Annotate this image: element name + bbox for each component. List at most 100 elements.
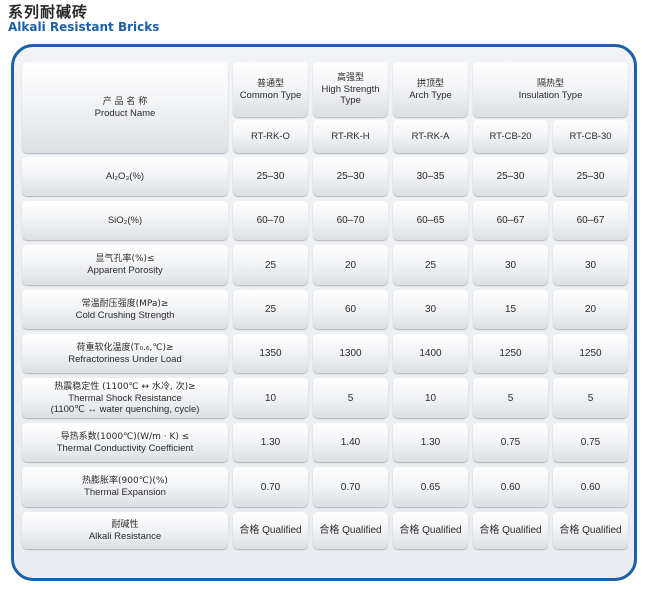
group-label-cn: 高强型 — [336, 73, 364, 83]
row-1-value-4: 25–30 — [473, 157, 548, 196]
cell-value: 10 — [424, 392, 437, 404]
cell-value: 1350 — [259, 348, 282, 359]
row-label-en: Thermal Shock Resistance — [68, 392, 182, 404]
cell-value: 20 — [584, 304, 597, 315]
row-6-value-2: 5 — [313, 378, 388, 418]
row-label-en-2: (1100℃ ↔ water quenching, cycle) — [50, 403, 200, 415]
cell-value: 15 — [504, 304, 517, 315]
row-4-value-1: 25 — [233, 290, 308, 329]
header-code-1: RT-RK-O — [233, 120, 308, 153]
row-6-value-5: 5 — [553, 378, 628, 418]
cell-value: 合格 Qualified — [479, 525, 542, 536]
page-title-en: Alkali Resistant Bricks — [8, 20, 160, 34]
row-2-value-2: 60–70 — [313, 201, 388, 240]
cell-value: 5 — [347, 392, 354, 404]
row-5-value-1: 1350 — [233, 334, 308, 373]
row-label-9: 耐碱性 Alkali Resistance — [22, 512, 228, 549]
cell-value: 0.75 — [580, 437, 601, 448]
cell-value: 合格 Qualified — [239, 525, 302, 536]
header-code-3: RT-RK-A — [393, 120, 468, 153]
row-label-cn: 导热系数(1000℃)(W/m · K) ≤ — [60, 431, 190, 442]
row-label-cn: 荷重软化温度(T₀.₆,℃)≥ — [76, 342, 174, 353]
group-label-cn: 拱顶型 — [416, 78, 444, 89]
row-3-value-4: 30 — [473, 245, 548, 285]
row-8-value-4: 0.60 — [473, 467, 548, 507]
cell-value: 0.70 — [340, 481, 361, 493]
cell-value: 合格 Qualified — [399, 525, 462, 536]
cell-value: 60–67 — [576, 215, 605, 226]
row-label-cn: 热膨胀率(900℃)(%) — [82, 476, 168, 486]
cell-value: 30 — [504, 259, 517, 271]
row-7-value-3: 1.30 — [393, 423, 468, 462]
row-5-value-4: 1250 — [473, 334, 548, 373]
row-label-6: 热震稳定性 (1100℃ ↔ 水冷, 次)≥ Thermal Shock Resi… — [22, 378, 228, 418]
cell-value: 60–67 — [496, 215, 525, 226]
cell-value: 5 — [507, 392, 514, 404]
row-9-value-2: 合格 Qualified — [313, 512, 388, 549]
row-label-en: Apparent Porosity — [87, 265, 163, 276]
row-4-value-2: 60 — [313, 290, 388, 329]
cell-value: 30 — [424, 304, 437, 315]
row-8-value-5: 0.60 — [553, 467, 628, 507]
row-4-value-5: 20 — [553, 290, 628, 329]
cell-value: 1250 — [579, 348, 602, 359]
cell-value: 25 — [264, 259, 277, 271]
cell-value: 25–30 — [256, 171, 285, 182]
cell-value: 0.60 — [580, 481, 601, 493]
row-2-value-5: 60–67 — [553, 201, 628, 240]
cell-value: 25–30 — [576, 171, 605, 182]
row-7-value-4: 0.75 — [473, 423, 548, 462]
row-7-value-2: 1.40 — [313, 423, 388, 462]
row-9-value-1: 合格 Qualified — [233, 512, 308, 549]
row-3-value-3: 25 — [393, 245, 468, 285]
product-name-en: Product Name — [94, 107, 156, 119]
product-code: RT-CB-20 — [489, 131, 532, 142]
cell-value: 合格 Qualified — [559, 525, 622, 536]
row-label-3: 显气孔率(%)≤ Apparent Porosity — [22, 245, 228, 285]
row-label-2: SiO₂(%) — [22, 201, 228, 240]
row-1-value-3: 30–35 — [393, 157, 468, 196]
row-label-5: 荷重软化温度(T₀.₆,℃)≥ Refractoriness Under Load — [22, 334, 228, 373]
row-label-8: 热膨胀率(900℃)(%) Thermal Expansion — [22, 467, 228, 507]
row-label-en: Alkali Resistance — [88, 530, 162, 542]
cell-value: 合格 Qualified — [319, 525, 382, 536]
cell-value: 25–30 — [496, 171, 525, 182]
row-label-en: SiO₂(%) — [107, 215, 143, 226]
product-code: RT-RK-A — [411, 131, 450, 142]
product-code: RT-CB-30 — [569, 131, 612, 142]
header-group-3: 拱顶型 Arch Type — [393, 62, 468, 117]
group-label-cn: 隔热型 — [536, 78, 564, 89]
row-5-value-2: 1300 — [313, 334, 388, 373]
cell-value: 0.75 — [500, 437, 521, 448]
product-name-cn: 产 品 名 称 — [102, 96, 148, 107]
row-label-4: 常温耐压强度(MPa)≥ Cold Crushing Strength — [22, 290, 228, 329]
row-label-1: Al₂O₃(%) — [22, 157, 228, 196]
row-7-value-1: 1.30 — [233, 423, 308, 462]
cell-value: 1400 — [419, 348, 442, 359]
cell-value: 1.30 — [420, 437, 441, 448]
cell-value: 0.70 — [260, 481, 281, 493]
cell-value: 1.40 — [340, 437, 361, 448]
row-label-en: Al₂O₃(%) — [105, 171, 145, 182]
header-group-2: 高强型 High Strength Type — [313, 62, 388, 117]
row-1-value-1: 25–30 — [233, 157, 308, 196]
row-1-value-2: 25–30 — [313, 157, 388, 196]
row-8-value-1: 0.70 — [233, 467, 308, 507]
row-label-cn: 耐碱性 — [111, 519, 139, 530]
row-3-value-2: 20 — [313, 245, 388, 285]
product-code: RT-RK-O — [251, 131, 290, 142]
cell-value: 1.30 — [260, 437, 281, 448]
group-label-en: Common Type — [239, 89, 302, 101]
row-label-cn: 常温耐压强度(MPa)≥ — [81, 298, 169, 309]
row-7-value-5: 0.75 — [553, 423, 628, 462]
row-4-value-4: 15 — [473, 290, 548, 329]
row-1-value-5: 25–30 — [553, 157, 628, 196]
row-5-value-5: 1250 — [553, 334, 628, 373]
header-group-4: 隔热型 Insulation Type — [473, 62, 628, 117]
cell-value: 20 — [344, 259, 357, 271]
row-label-7: 导热系数(1000℃)(W/m · K) ≤ Thermal Conductivi… — [22, 423, 228, 462]
row-6-value-3: 10 — [393, 378, 468, 418]
cell-value: 10 — [264, 392, 277, 404]
row-3-value-1: 25 — [233, 245, 308, 285]
row-5-value-3: 1400 — [393, 334, 468, 373]
